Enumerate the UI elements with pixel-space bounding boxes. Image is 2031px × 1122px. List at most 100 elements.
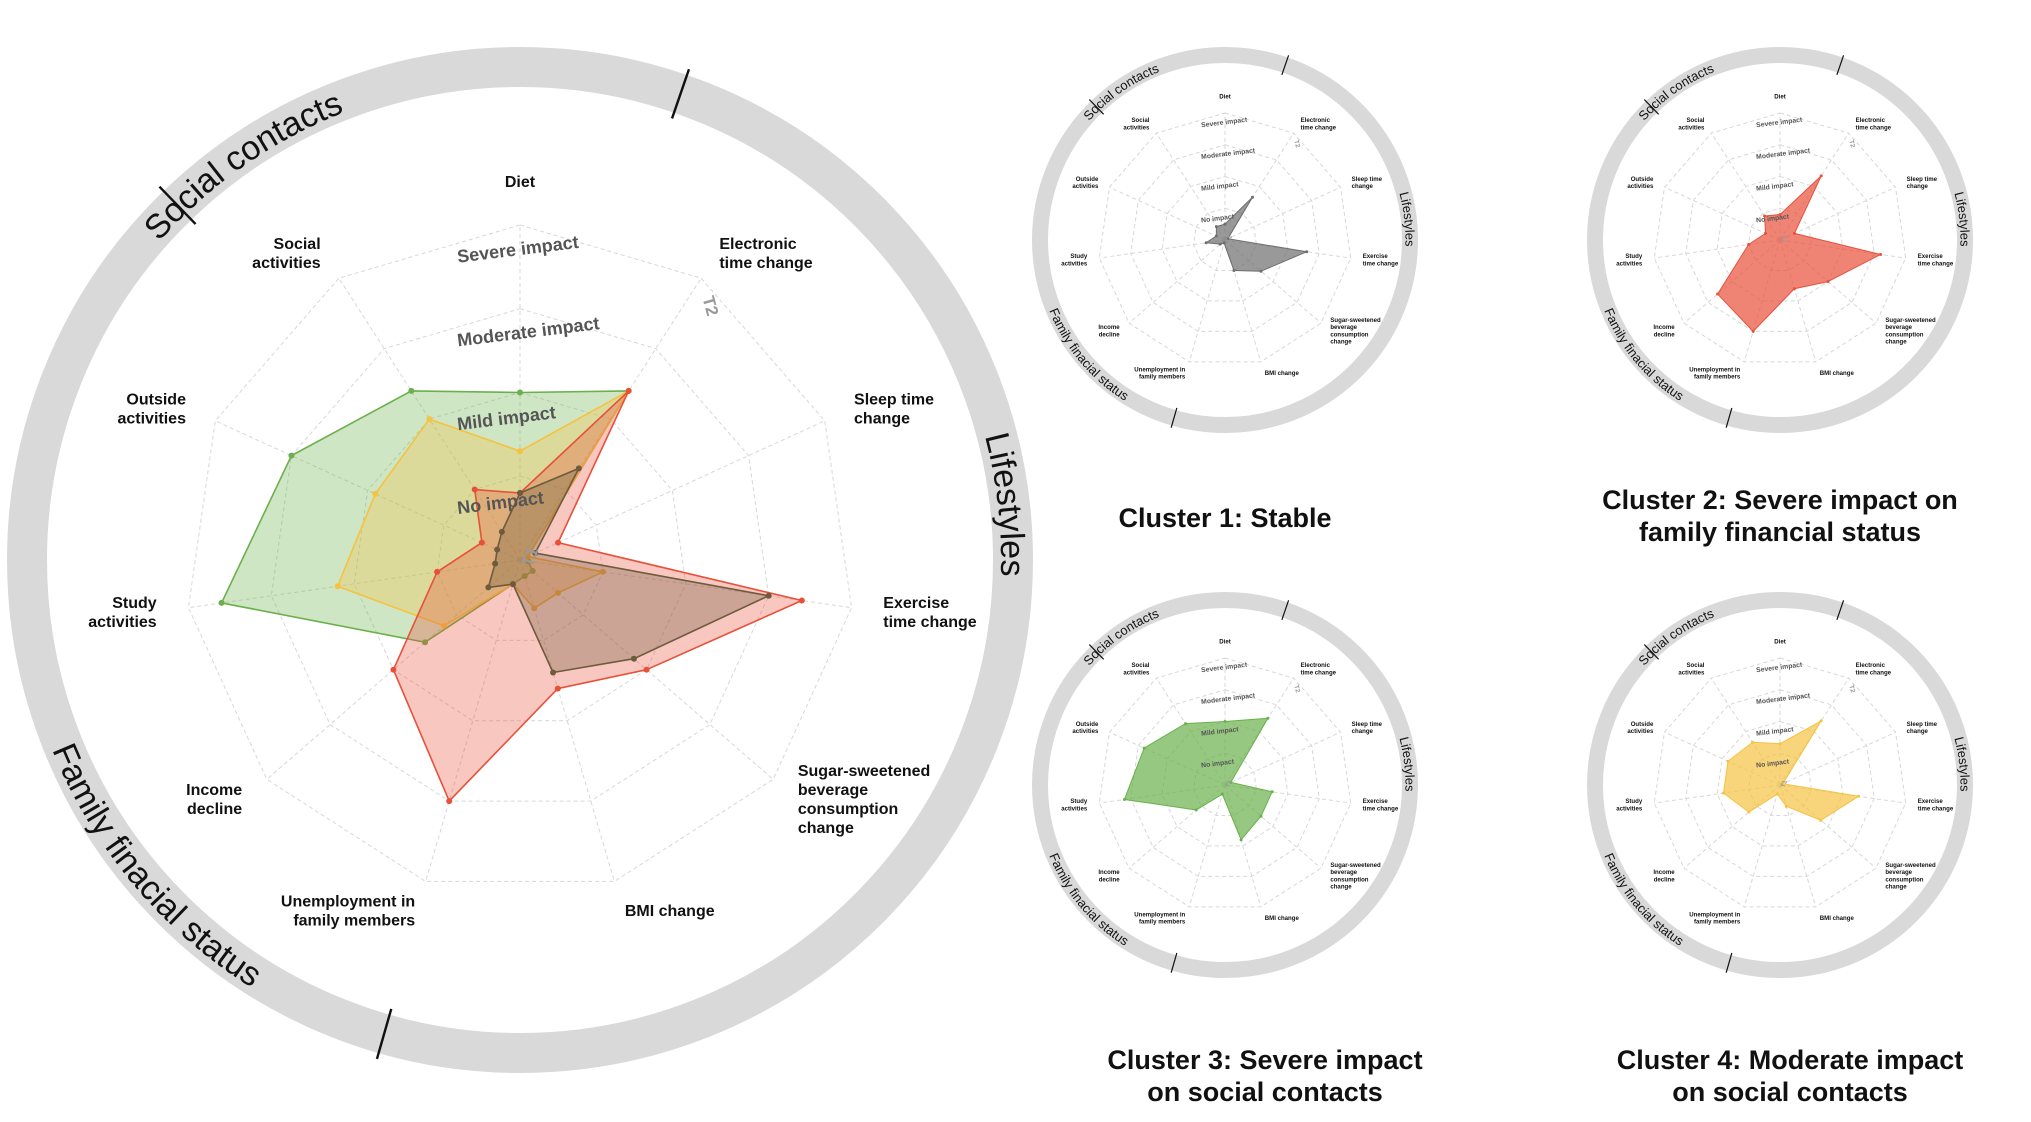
level-label-mild-impact: Mild impact <box>1201 181 1240 193</box>
axis-label-exercise-time-change: Exercise time change <box>1918 798 1954 812</box>
axis-label-sleep-time-change: Sleep time change <box>1907 176 1938 190</box>
axis-label-bmi-change: BMI change <box>1820 915 1855 922</box>
point-sugar-sweetened-beverage-consumption-change <box>1826 280 1830 284</box>
point-outside-activities <box>1214 234 1218 238</box>
point-unemployment-in-family-members <box>1220 792 1224 796</box>
point-electronic-time-change <box>1819 719 1823 723</box>
outer-ring <box>1032 592 1418 978</box>
axis-label-social-activities: Social activities <box>1678 662 1705 676</box>
point-exercise-time-change <box>765 592 772 599</box>
axis-label-line: decline <box>1654 876 1676 883</box>
point-diet <box>1778 213 1782 217</box>
group-label-text: Social contacts <box>137 84 348 247</box>
axis-label-line: activities <box>1616 260 1643 267</box>
axis-label-sugar-sweetened-beverage-consumption-change: Sugar-sweetened beverage consumption change <box>1885 317 1936 346</box>
point-study-activities <box>1204 241 1208 245</box>
point-diet <box>1223 720 1227 723</box>
axis-label-line: BMI change <box>1820 370 1855 377</box>
axis-label-line: Electronic <box>719 236 796 253</box>
axis-label-line: change <box>1330 339 1352 346</box>
axis-label-line: time change <box>1363 260 1399 267</box>
level-label-moderate-impact: Moderate impact <box>1201 692 1256 706</box>
axis-label-electronic-time-change: Electronic time change <box>1856 117 1892 131</box>
axis-label-line: activities <box>1072 183 1099 190</box>
grid-level-4 <box>1098 657 1352 908</box>
axis-label-sugar-sweetened-beverage-consumption-change: Sugar-sweetened beverage consumption change <box>798 763 930 837</box>
axis-label-line: activities <box>117 410 186 427</box>
group-separator-2 <box>1170 952 1178 973</box>
axis-label-line: activities <box>1678 124 1705 131</box>
axis-label-exercise-time-change: Exercise time change <box>1363 798 1399 812</box>
axis-label-line: BMI change <box>1820 915 1855 922</box>
axis-label-line: family members <box>1139 919 1186 926</box>
group-label-family-finacial-status: Family finacial status <box>1046 306 1131 404</box>
axis-label-line: activities <box>1072 728 1099 735</box>
point-sleep-time-change <box>555 539 562 546</box>
axis-label-outside-activities: Outside activities <box>1627 721 1654 735</box>
axis-label-line: beverage <box>1885 324 1912 331</box>
axis-label-line: Exercise <box>883 595 949 612</box>
axis-label-unemployment-in-family-members: Unemployment in family members <box>1689 911 1741 925</box>
point-income-decline <box>422 639 429 646</box>
level-label-moderate-impact: Moderate impact <box>1756 692 1811 706</box>
series-area-1 <box>1205 196 1308 272</box>
axis-label-line: time change <box>1856 669 1892 676</box>
axis-label-sugar-sweetened-beverage-consumption-change: Sugar-sweetened beverage consumption change <box>1330 862 1381 891</box>
axis-label-line: Study <box>1070 253 1088 260</box>
group-label-text: Social contacts <box>1080 61 1161 124</box>
level-label-mild-impact: Mild impact <box>1756 181 1795 193</box>
axis-label-unemployment-in-family-members: Unemployment in family members <box>1134 366 1186 380</box>
axis-label-line: Social <box>1687 117 1705 124</box>
axis-label-line: time change <box>1301 669 1337 676</box>
axis-label-line: Study <box>112 595 157 612</box>
axis-label-line: consumption <box>1330 331 1368 338</box>
axis-label-line: change <box>1907 728 1929 735</box>
axis-label-bmi-change: BMI change <box>1820 370 1855 377</box>
axis-label-sleep-time-change: Sleep time change <box>1907 721 1938 735</box>
point-sleep-time-change <box>1226 237 1230 241</box>
point-study-activities <box>1747 243 1751 247</box>
axis-label-electronic-time-change: Electronic time change <box>1301 117 1337 131</box>
group-separator-1 <box>1281 55 1290 75</box>
point-unemployment-in-family-members <box>509 581 516 588</box>
axis-label-social-activities: Social activities <box>1123 662 1150 676</box>
grid-level-4 <box>1653 112 1907 363</box>
axis-label-income-decline: Income decline <box>1653 324 1675 338</box>
grid-level-3 <box>1130 144 1320 332</box>
time-label-t2: T2 <box>1847 684 1856 693</box>
axis-label-line: Sleep time <box>1907 721 1938 728</box>
axis-label-line: family members <box>1139 374 1186 381</box>
spoke-unemployment-in-family-members <box>1743 784 1781 907</box>
group-separator-3 <box>1088 99 1105 115</box>
series-area-1 <box>487 467 770 674</box>
point-outside-activities <box>1142 746 1146 750</box>
point-social-activities <box>408 387 415 394</box>
axis-label-unemployment-in-family-members: Unemployment in family members <box>281 893 415 929</box>
group-separator-1 <box>1836 55 1845 75</box>
axis-label-line: Sugar-sweetened <box>1885 317 1936 324</box>
axis-label-line: Income <box>186 782 242 799</box>
spoke-unemployment-in-family-members <box>1188 784 1226 907</box>
cluster-3-title-line-1: Cluster 3: Severe impact <box>1107 1045 1423 1075</box>
group-label-social-contacts: Social contacts <box>1080 61 1161 124</box>
grid-level-2 <box>1161 175 1289 302</box>
axis-label-line: Unemployment in <box>281 893 415 910</box>
outer-ring <box>1032 47 1418 433</box>
point-study-activities <box>1122 797 1126 801</box>
axis-label-diet: Diet <box>1774 639 1785 646</box>
axis-label-line: change <box>1907 183 1929 190</box>
cluster-1-title-text: Cluster 1: Stable <box>1118 503 1332 533</box>
spoke-outside-activities <box>1664 186 1781 241</box>
axis-label-exercise-time-change: Exercise time change <box>883 595 976 631</box>
axis-label-line: time change <box>1918 260 1954 267</box>
series-area-2 <box>392 390 803 802</box>
group-label-text: Family finacial status <box>1601 306 1686 404</box>
axis-label-line: time change <box>1856 124 1892 131</box>
axis-label-line: activities <box>252 255 321 272</box>
axis-label-line: decline <box>1099 331 1121 338</box>
axis-label-line: change <box>798 820 854 837</box>
point-exercise-time-change <box>1270 790 1274 794</box>
axis-label-electronic-time-change: Electronic time change <box>719 236 812 272</box>
